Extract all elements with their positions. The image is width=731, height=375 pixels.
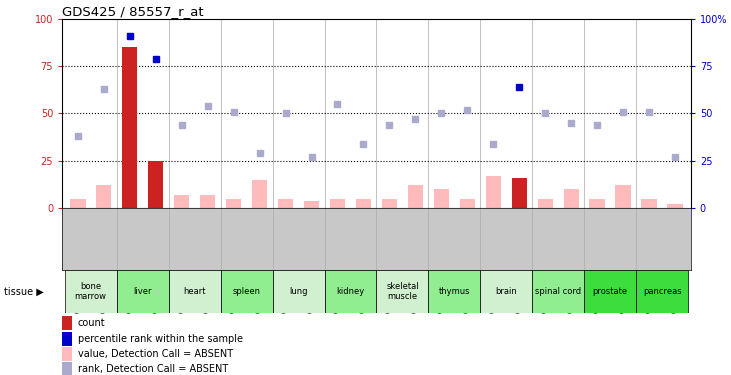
Bar (480, 270, 532, 313)
Text: kidney: kidney (336, 287, 365, 296)
Bar (96, 185, 112, 208)
Bar (62, 332, 72, 346)
Text: bone
marrow: bone marrow (75, 282, 107, 301)
Bar (200, 195, 216, 208)
Text: count: count (77, 318, 105, 328)
Bar (62, 347, 72, 361)
Bar (70, 199, 86, 208)
Bar (62, 316, 72, 330)
Bar (460, 199, 475, 208)
Bar (376, 270, 428, 313)
Text: pancreas: pancreas (643, 287, 681, 296)
Text: tissue ▶: tissue ▶ (4, 286, 43, 297)
Bar (278, 199, 293, 208)
Bar (122, 47, 137, 208)
Bar (356, 199, 371, 208)
Bar (65, 270, 117, 313)
Bar (433, 189, 450, 208)
Bar (382, 199, 397, 208)
Text: lung: lung (289, 287, 308, 296)
Bar (62, 362, 72, 375)
Text: prostate: prostate (593, 287, 628, 296)
Text: liver: liver (134, 287, 152, 296)
Text: heart: heart (183, 287, 206, 296)
Text: rank, Detection Call = ABSENT: rank, Detection Call = ABSENT (77, 364, 228, 374)
Text: thymus: thymus (439, 287, 470, 296)
Bar (485, 176, 501, 208)
Text: brain: brain (496, 287, 518, 296)
Bar (564, 189, 579, 208)
Text: skeletal
muscle: skeletal muscle (386, 282, 419, 301)
Bar (584, 270, 636, 313)
Bar (303, 201, 319, 208)
Text: value, Detection Call = ABSENT: value, Detection Call = ABSENT (77, 349, 232, 359)
Bar (616, 185, 631, 208)
Bar (512, 178, 527, 208)
Text: GDS425 / 85557_r_at: GDS425 / 85557_r_at (62, 4, 204, 18)
Bar (174, 195, 189, 208)
Bar (667, 204, 683, 208)
Bar (169, 270, 221, 313)
Bar (636, 270, 688, 313)
Bar (226, 199, 241, 208)
Bar (330, 199, 345, 208)
Bar (117, 270, 169, 313)
Text: percentile rank within the sample: percentile rank within the sample (77, 334, 243, 344)
Bar (221, 270, 273, 313)
Bar (428, 270, 480, 313)
Bar (273, 270, 325, 313)
Bar (589, 199, 605, 208)
Bar (641, 199, 657, 208)
Bar (408, 185, 423, 208)
Bar (251, 180, 268, 208)
Bar (537, 199, 553, 208)
Text: spleen: spleen (232, 287, 260, 296)
Bar (325, 270, 376, 313)
Bar (532, 270, 584, 313)
Bar (148, 161, 164, 208)
Text: spinal cord: spinal cord (535, 287, 581, 296)
